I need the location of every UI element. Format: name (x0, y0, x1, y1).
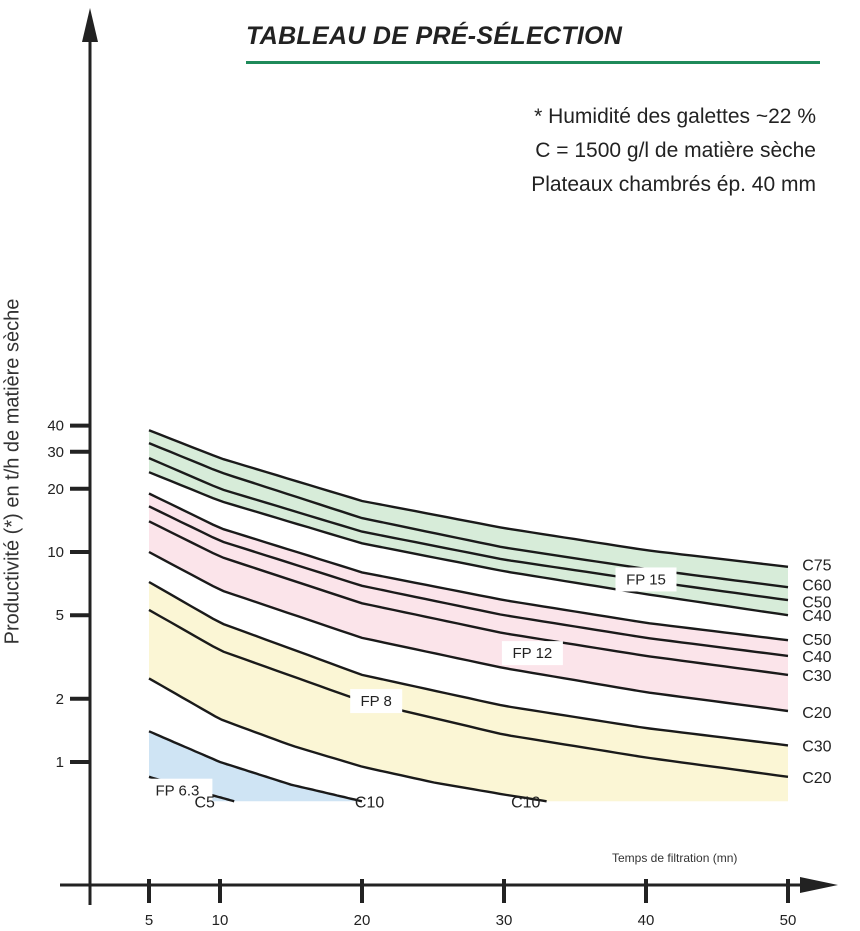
x-tick-label-5: 5 (145, 912, 153, 929)
curve-fp15-c60 (148, 441, 789, 589)
curve-fp12-c20 (148, 550, 789, 713)
band-label-fp-6-3: FP 6.3 (155, 783, 199, 800)
y-tick-label-5: 5 (56, 607, 64, 624)
curve-end-label-9: C20 (802, 770, 831, 787)
curve-fp8-c20 (148, 608, 789, 778)
y-tick-label-40: 40 (47, 418, 64, 435)
x-axis-arrow (800, 877, 838, 893)
band-fp-8 (149, 582, 788, 802)
x-tick-label-30: 30 (496, 912, 513, 929)
curve-end-label-11: C10 (355, 794, 384, 811)
x-tick-label-10: 10 (212, 912, 229, 929)
note-plates: Plateaux chambrés ép. 40 mm (531, 173, 816, 196)
curve-fp12-c50 (148, 492, 789, 642)
curve-end-label-8: C30 (802, 738, 831, 755)
curve-end-label-5: C40 (802, 649, 831, 666)
y-tick-label-20: 20 (47, 481, 64, 498)
band-label-box-0 (615, 567, 677, 592)
curve-fp8-c30 (148, 580, 789, 747)
title-rule (246, 61, 820, 64)
curve-fp8-c10 (148, 677, 547, 803)
note-humidity: * Humidité des galettes ~22 % (534, 105, 816, 128)
band-label-box-3 (142, 778, 213, 803)
curve-fp15-c50 (148, 456, 789, 602)
band-label-fp-12: FP 12 (513, 645, 553, 662)
curve-end-label-1: C60 (802, 578, 831, 595)
band-label-fp-15: FP 15 (626, 571, 666, 588)
curve-fp15-c40 (148, 471, 789, 617)
x-axis-label: Temps de filtration (mn) (612, 851, 737, 865)
curve-end-label-12: C5 (194, 794, 215, 811)
curve-end-label-0: C75 (802, 558, 831, 575)
x-tick-label-40: 40 (638, 912, 655, 929)
curve-fp15-c75 (148, 429, 789, 568)
chart-notes: * Humidité des galettes ~22 % C = 1500 g… (531, 100, 816, 202)
curve-fp63-c10 (148, 730, 363, 803)
curve-end-label-4: C50 (802, 632, 831, 649)
curve-end-label-2: C50 (802, 595, 831, 612)
x-tick-label-50: 50 (780, 912, 797, 929)
band-label-box-2 (350, 689, 403, 714)
y-tick-label-2: 2 (56, 691, 64, 708)
band-label-box-1 (501, 641, 563, 666)
curve-fp12-c40 (148, 505, 789, 658)
curve-end-label-7: C20 (802, 705, 831, 722)
curve-end-label-3: C40 (802, 608, 831, 625)
x-tick-label-20: 20 (354, 912, 371, 929)
note-concentration: C = 1500 g/l de matière sèche (535, 139, 816, 162)
curve-fp12-c30 (148, 520, 789, 677)
band-label-fp-8: FP 8 (360, 693, 391, 710)
y-tick-label-1: 1 (56, 754, 64, 771)
curve-end-label-10: C10 (511, 794, 540, 811)
y-axis-arrow (82, 8, 98, 42)
chart-title: TABLEAU DE PRÉ-SÉLECTION (246, 22, 623, 50)
y-tick-label-30: 30 (47, 444, 64, 461)
curve-end-label-6: C30 (802, 668, 831, 685)
band-fp-12 (149, 493, 788, 711)
y-tick-label-10: 10 (47, 544, 64, 561)
